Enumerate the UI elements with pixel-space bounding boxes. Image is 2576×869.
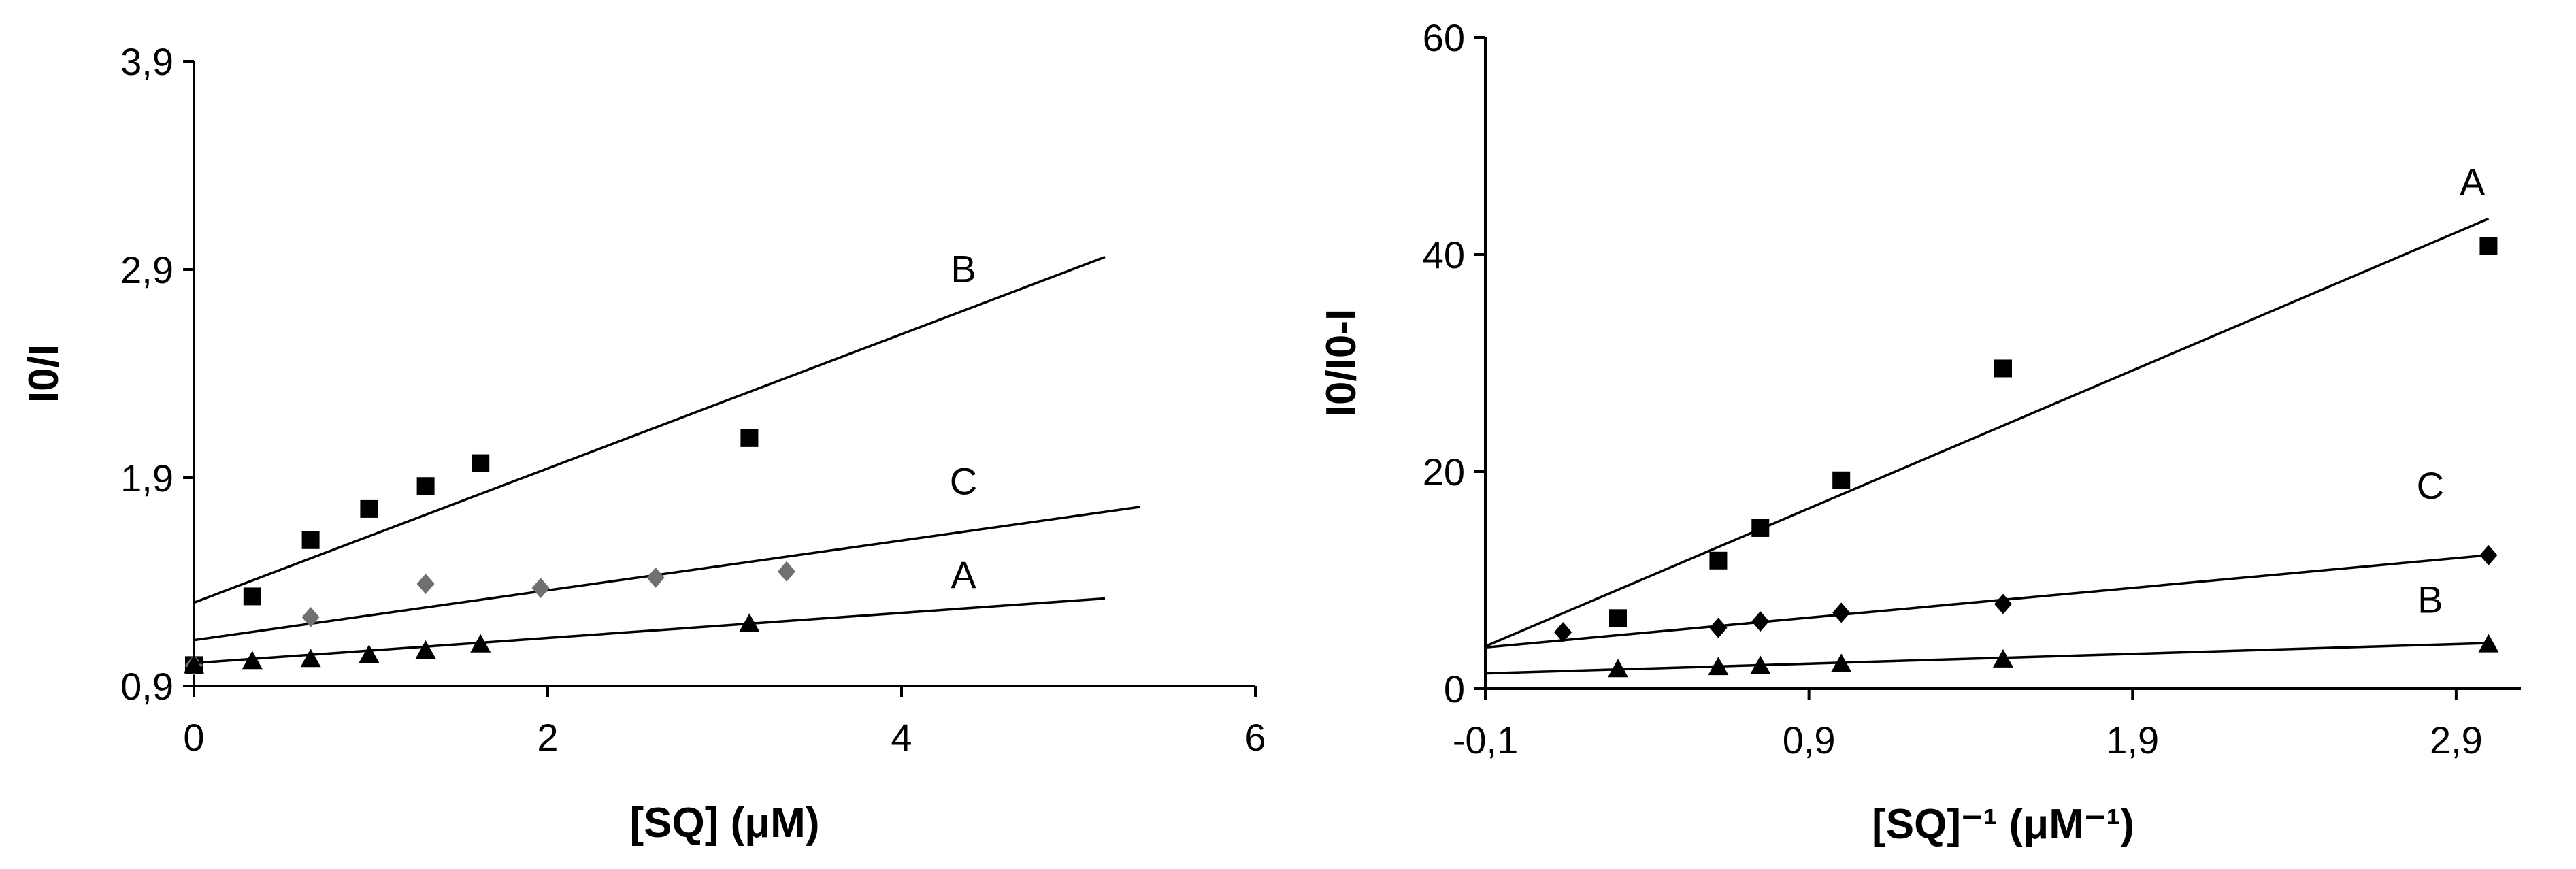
data-point-a [300, 649, 321, 668]
data-point-b [360, 499, 378, 518]
x-tick-label: 0 [183, 716, 204, 759]
fit-line-b [1485, 642, 2489, 675]
right-chart: 0 20 40 60 -0,1 0,9 1,9 2,9 [SQ]⁻¹ (μM⁻¹) I0/I0-I… [1318, 16, 2521, 848]
data-point-a [415, 640, 436, 659]
fit-line-a [1485, 217, 2490, 648]
data-point-a [2479, 237, 2498, 255]
data-point-a [242, 651, 263, 670]
data-point-b [472, 454, 490, 472]
data-point-c [1832, 602, 1851, 623]
x-axis-title: [SQ]⁻¹ (μM⁻¹) [1872, 801, 2134, 848]
data-point-b [243, 587, 261, 606]
data-point-b [1750, 655, 1771, 674]
data-point-c [416, 574, 435, 595]
fit-line-c [1485, 554, 2489, 649]
series-label-b: B [951, 247, 976, 290]
data-point-a [1609, 609, 1628, 627]
series-label-a: A [951, 553, 976, 596]
fit-line-c [193, 506, 1141, 642]
data-point-b [301, 531, 320, 549]
x-tick-label: 2,9 [2430, 719, 2483, 761]
y-tick-label: 0,9 [120, 665, 174, 708]
x-tick-label: 2 [537, 716, 558, 759]
y-axis-title: I0/I [20, 344, 67, 403]
data-point-a [1709, 551, 1728, 570]
data-point-c [1751, 611, 1770, 632]
data-point-a [470, 634, 491, 653]
x-tick-label: 6 [1244, 716, 1266, 759]
fit-line-a [193, 597, 1106, 665]
series-label-c: C [950, 459, 977, 502]
y-tick-label: 40 [1423, 233, 1465, 276]
data-point-a [1832, 471, 1851, 489]
data-point-b [1831, 653, 1852, 672]
series-label-b: B [2417, 578, 2443, 621]
data-point-c [1994, 593, 2012, 614]
data-point-b [1993, 649, 2013, 668]
fit-line-b [193, 256, 1106, 604]
data-point-a [1994, 359, 2012, 378]
data-point-c [778, 561, 795, 582]
data-point-c [531, 578, 550, 599]
series-label-c: C [2417, 464, 2444, 507]
series-label-a: A [2460, 160, 2486, 203]
data-point-c [1554, 622, 1572, 643]
x-tick-label: 1,9 [2106, 719, 2159, 761]
data-point-c [646, 567, 665, 588]
data-point-a [184, 655, 204, 674]
data-point-c [1709, 617, 1728, 638]
x-tick-label: 0,9 [1783, 719, 1836, 761]
x-tick-label: 4 [891, 716, 912, 759]
data-point-c [2479, 544, 2498, 565]
data-point-c [301, 607, 320, 628]
y-tick-label: 1,9 [120, 457, 174, 499]
y-tick-label: 2,9 [120, 248, 174, 291]
y-tick-label: 3,9 [120, 40, 174, 83]
left-chart: 0,9 1,9 2,9 3,9 0 2 4 6 [SQ] (μM) I0/I B C A [20, 40, 1266, 847]
y-axis-title: I0/I0-I [1318, 309, 1365, 417]
data-point-b [1708, 657, 1729, 676]
x-axis-title: [SQ] (μM) [630, 800, 820, 847]
data-point-a [1751, 519, 1770, 537]
data-point-a [359, 644, 380, 663]
x-tick-label: -0,1 [1453, 719, 1519, 761]
y-tick-label: 0 [1444, 668, 1465, 710]
data-point-b [2478, 634, 2499, 653]
y-tick-label: 20 [1423, 450, 1465, 493]
data-point-b [740, 429, 759, 447]
y-tick-label: 60 [1423, 16, 1465, 59]
data-point-b [416, 477, 435, 495]
data-point-b [1608, 659, 1629, 678]
data-point-a [739, 613, 760, 632]
